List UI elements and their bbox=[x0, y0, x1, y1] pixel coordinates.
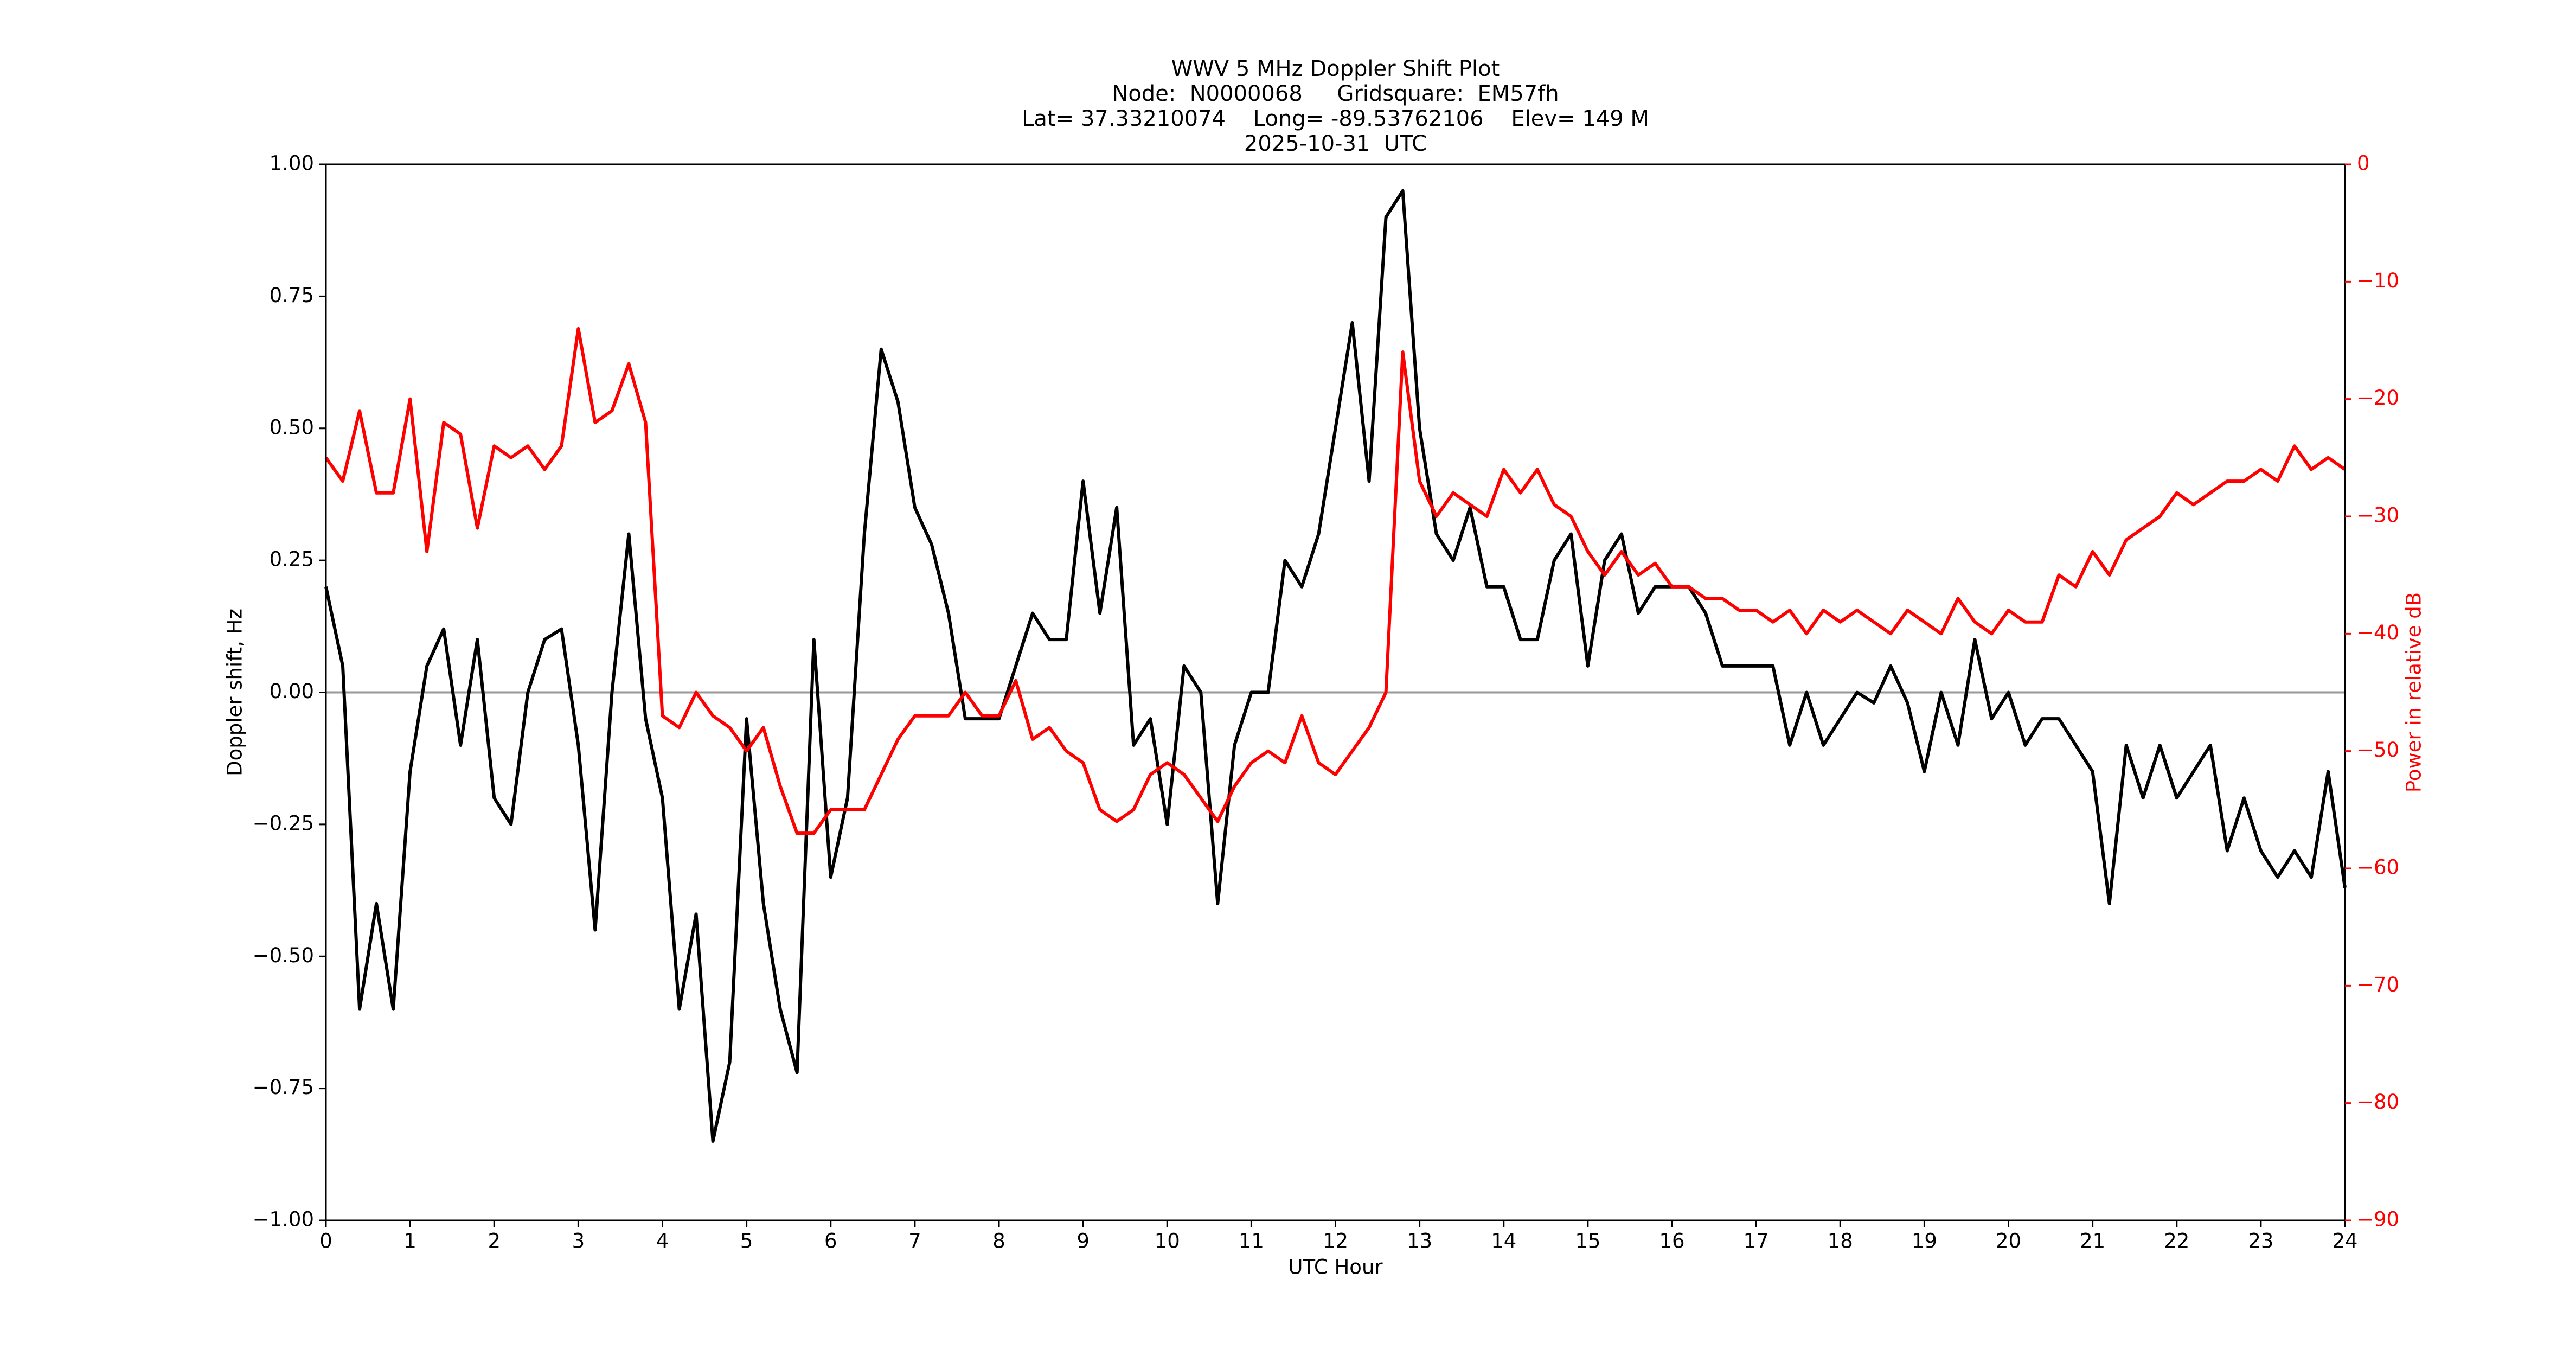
x-tick-label: 8 bbox=[992, 1230, 1005, 1253]
x-tick-label: 10 bbox=[1155, 1230, 1180, 1253]
y-tick-label: 0.25 bbox=[270, 548, 314, 571]
y-tick-label: 1.00 bbox=[270, 152, 314, 175]
x-tick-label: 11 bbox=[1239, 1230, 1264, 1253]
x-tick-label: 5 bbox=[740, 1230, 753, 1253]
x-tick-label: 6 bbox=[824, 1230, 837, 1253]
y2-tick-label: −70 bbox=[2357, 973, 2399, 996]
y-tick-label: −0.75 bbox=[253, 1076, 314, 1099]
y-axis-label: Doppler shift, Hz bbox=[223, 609, 247, 776]
x-tick-label: 15 bbox=[1575, 1230, 1600, 1253]
x-tick-label: 18 bbox=[1828, 1230, 1853, 1253]
x-tick-label: 17 bbox=[1744, 1230, 1769, 1253]
x-tick-label: 2 bbox=[488, 1230, 501, 1253]
data-line bbox=[324, 189, 2347, 1143]
y-tick-label: 0.75 bbox=[270, 284, 314, 307]
x-tick-label: 12 bbox=[1323, 1230, 1348, 1253]
x-tick-label: 20 bbox=[1996, 1230, 2021, 1253]
x-tick-label: 4 bbox=[656, 1230, 669, 1253]
x-axis-label: UTC Hour bbox=[1288, 1256, 1383, 1279]
x-tick-label: 24 bbox=[2332, 1230, 2357, 1253]
x-tick-label: 23 bbox=[2248, 1230, 2273, 1253]
x-tick-label: 22 bbox=[2164, 1230, 2189, 1253]
x-tick-label: 9 bbox=[1076, 1230, 1090, 1253]
chart-title: 2025-10-31 UTC bbox=[1244, 131, 1427, 156]
y2-tick-label: −20 bbox=[2357, 386, 2399, 410]
y2-tick-label: −30 bbox=[2357, 504, 2399, 527]
x-tick-label: 0 bbox=[319, 1230, 332, 1253]
y2-axis-label: Power in relative dB bbox=[2402, 592, 2426, 792]
y-tick-label: 0.00 bbox=[270, 680, 314, 703]
y2-tick-label: −60 bbox=[2357, 856, 2399, 879]
chart-title: Lat= 37.33210074 Long= -89.53762106 Elev… bbox=[1022, 106, 1649, 131]
x-tick-label: 1 bbox=[403, 1230, 416, 1253]
y-tick-label: 0.50 bbox=[270, 415, 314, 439]
x-tick-label: 3 bbox=[572, 1230, 585, 1253]
chart-title: Node: N0000068 Gridsquare: EM57fh bbox=[1112, 81, 1559, 106]
y-tick-label: −1.00 bbox=[253, 1208, 314, 1231]
x-tick-label: 19 bbox=[1912, 1230, 1937, 1253]
y2-tick-label: −40 bbox=[2357, 621, 2399, 644]
y2-tick-label: −80 bbox=[2357, 1090, 2399, 1114]
y-tick-label: −0.50 bbox=[253, 944, 314, 967]
y2-tick-label: −90 bbox=[2357, 1208, 2399, 1231]
x-tick-label: 14 bbox=[1491, 1230, 1516, 1253]
y2-tick-label: −10 bbox=[2357, 269, 2399, 292]
x-tick-label: 16 bbox=[1659, 1230, 1684, 1253]
chart-title: WWV 5 MHz Doppler Shift Plot bbox=[1171, 56, 1500, 81]
x-tick-label: 13 bbox=[1407, 1230, 1432, 1253]
x-tick-label: 7 bbox=[908, 1230, 921, 1253]
data-line bbox=[324, 327, 2346, 835]
y2-tick-label: 0 bbox=[2357, 152, 2370, 175]
x-tick-label: 21 bbox=[2080, 1230, 2105, 1253]
y2-tick-label: −50 bbox=[2357, 738, 2399, 762]
y-tick-label: −0.25 bbox=[253, 811, 314, 835]
